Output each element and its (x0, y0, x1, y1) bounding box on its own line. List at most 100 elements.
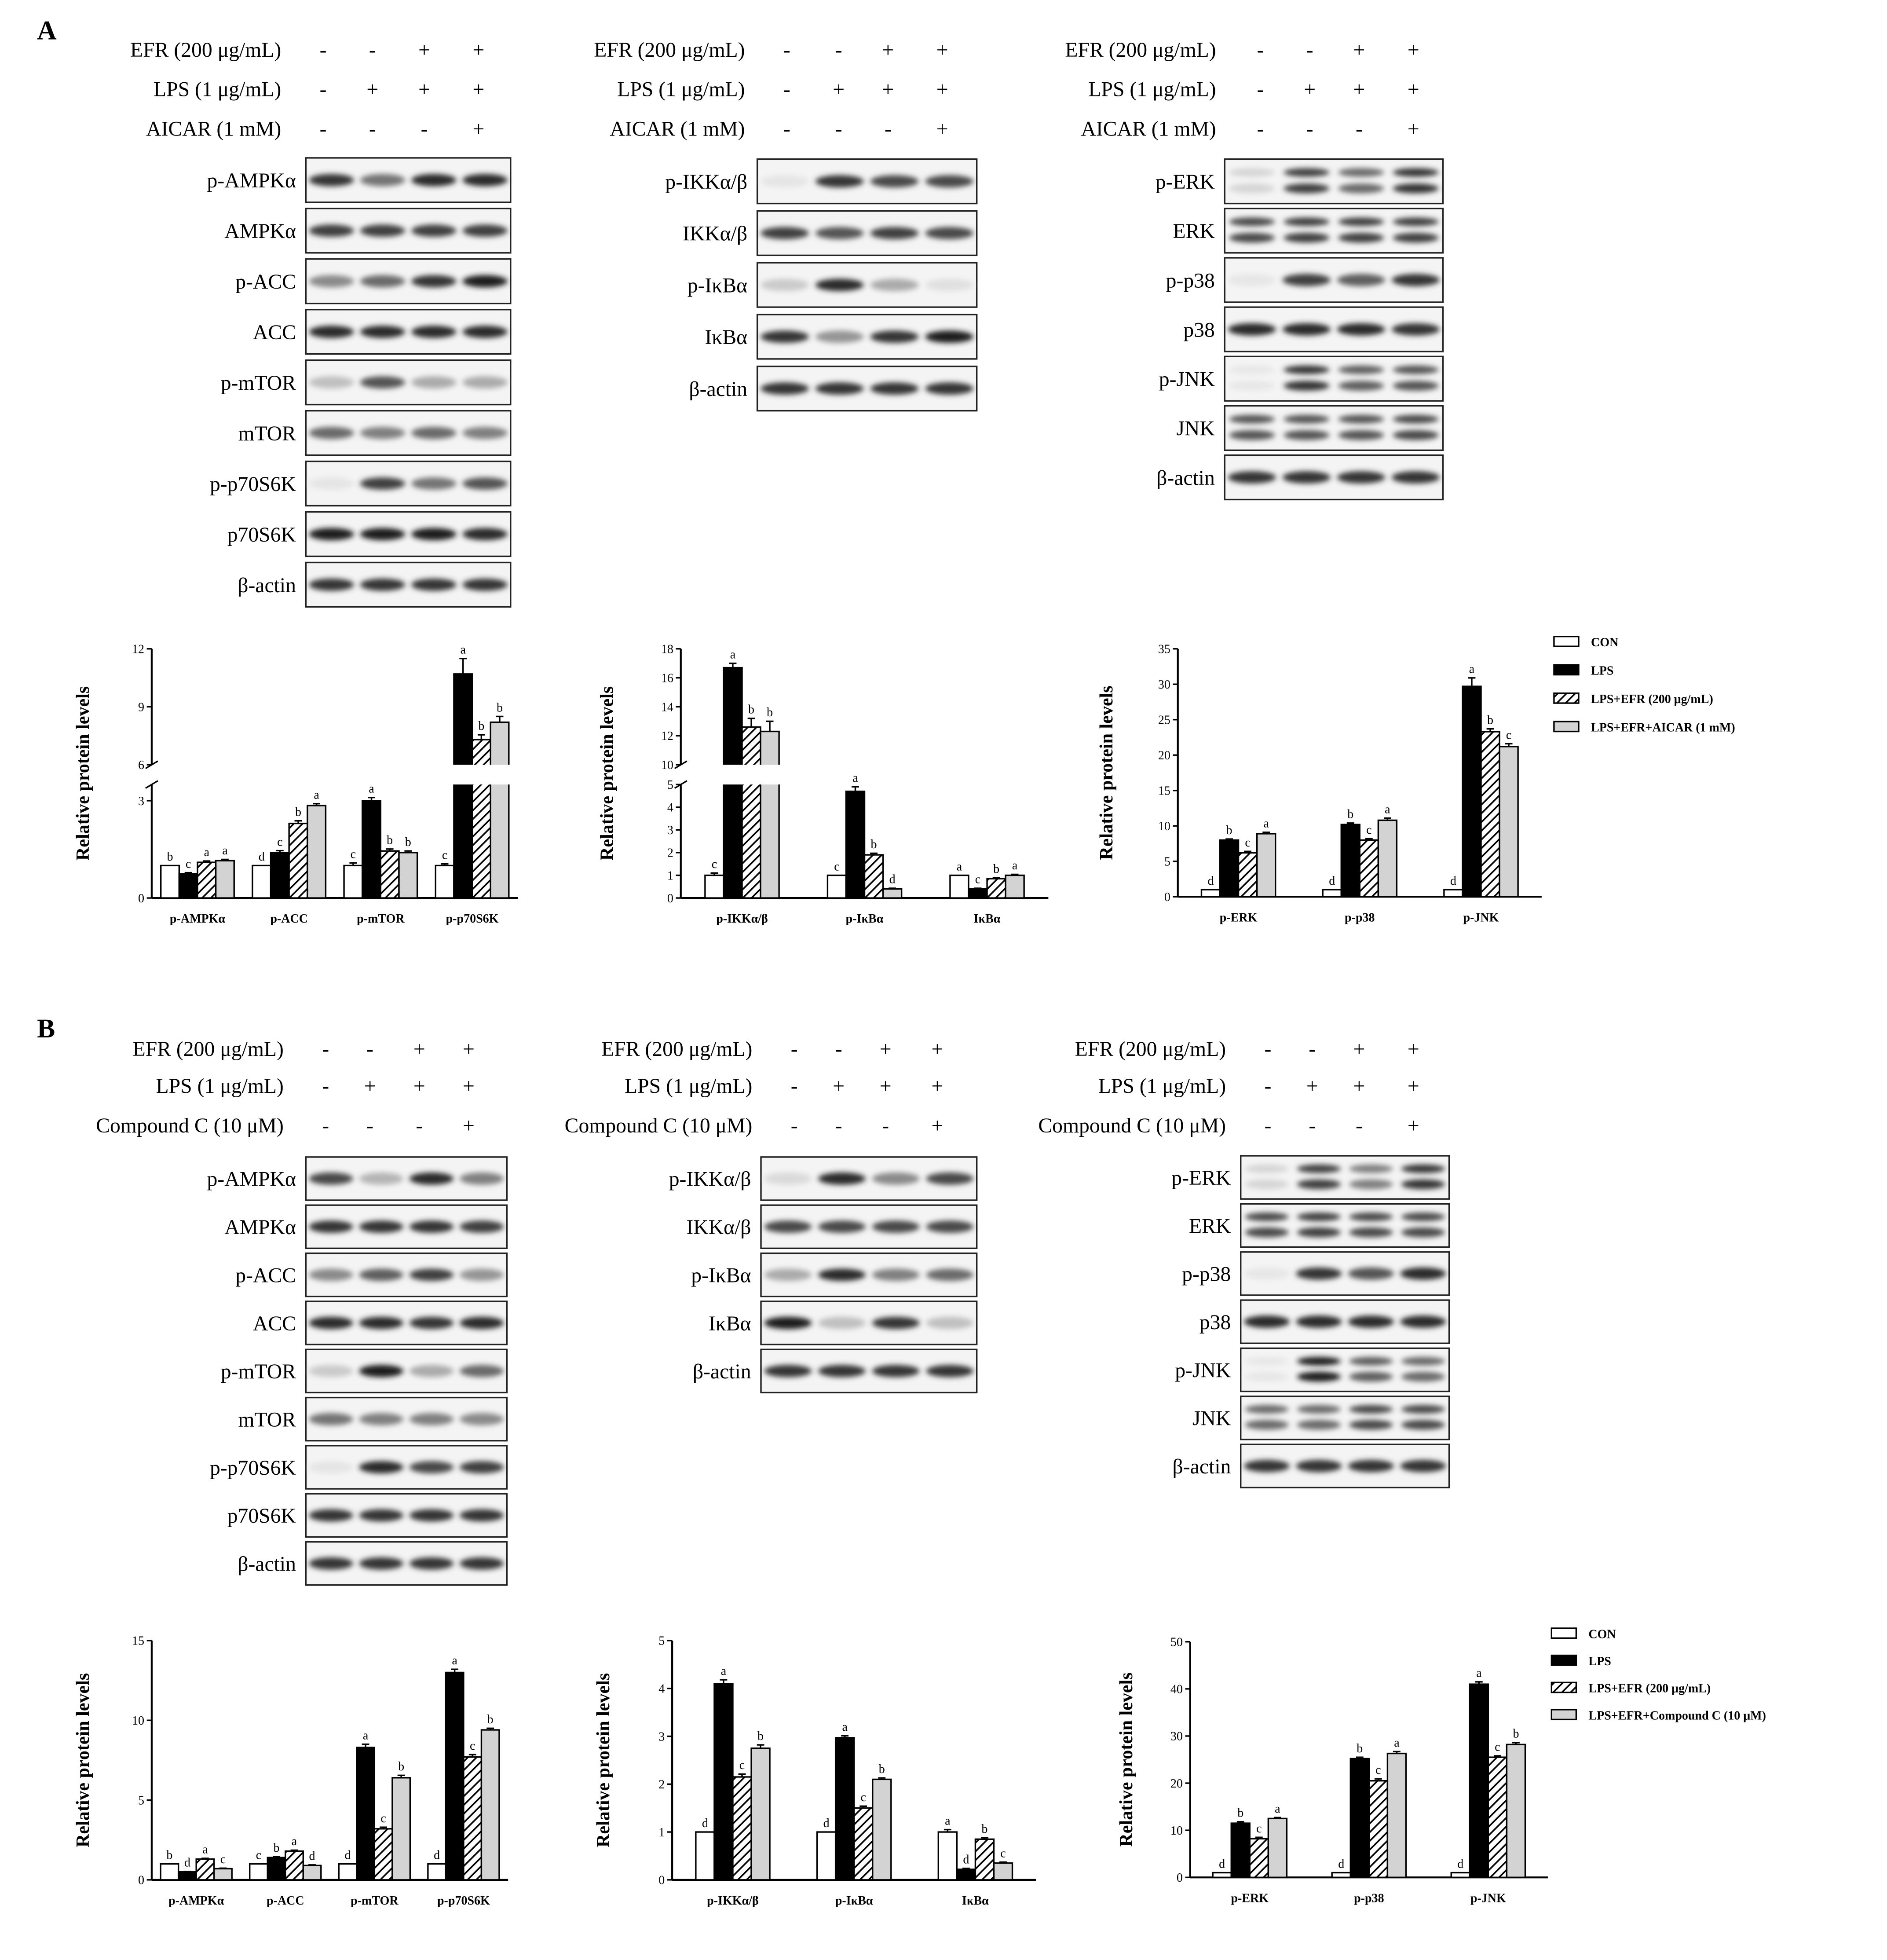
treatment-mark: + (1408, 117, 1419, 140)
blot-band (1245, 1179, 1289, 1190)
bar (1256, 833, 1276, 898)
significance-letter: c (861, 1791, 866, 1804)
blot-band (309, 1220, 353, 1233)
blot-band (1337, 471, 1386, 484)
blot-band (1337, 323, 1386, 336)
blot-band (309, 1509, 353, 1522)
blot-band (1337, 274, 1386, 286)
treatment-label: LPS (1 μg/mL) (1098, 1075, 1226, 1098)
significance-letter: a (222, 844, 228, 857)
treatment-label: EFR (200 μg/mL) (133, 1038, 284, 1061)
blot-label: IκBα (705, 326, 748, 349)
blot-image (1224, 405, 1444, 451)
treatment-mark: + (936, 39, 948, 62)
y-tick-label: 12 (132, 643, 144, 656)
blot-band (925, 227, 974, 239)
treatment-mark: - (835, 1114, 842, 1137)
blot-band (925, 382, 974, 395)
significance-letter: b (871, 838, 877, 851)
significance-letter: a (730, 648, 736, 661)
y-tick-label: 9 (138, 700, 144, 714)
x-category-label: p-AMPKα (170, 912, 225, 926)
blot-band (409, 1365, 454, 1377)
blot-band (409, 1268, 454, 1281)
x-category-label: p-ERK (1220, 911, 1258, 924)
blot-label: p-AMPKα (207, 169, 296, 192)
blot-band (1229, 168, 1275, 177)
significance-letter: c (1000, 1846, 1006, 1860)
bar (1005, 874, 1025, 899)
blot-band (309, 1365, 353, 1377)
x-category-label: p-p38 (1354, 1891, 1384, 1905)
bar (463, 1756, 483, 1881)
blot-band (359, 1220, 404, 1233)
treatment-mark: - (1264, 1038, 1271, 1061)
bar (704, 874, 724, 899)
significance-letter: d (309, 1850, 315, 1863)
blot-label: ACC (253, 321, 296, 344)
blot-band (1393, 365, 1439, 374)
bar-break-gap (741, 765, 762, 785)
x-category-label: p-p38 (1345, 911, 1375, 924)
blot-band (1349, 1405, 1393, 1414)
legend-label: LPS+EFR+Compound C (10 μM) (1588, 1709, 1766, 1722)
x-category-label: p-IKKα/β (716, 912, 768, 926)
blot-band (1338, 183, 1384, 194)
treatment-mark: - (320, 78, 327, 101)
significance-letter: a (452, 1654, 457, 1667)
blot-band (815, 330, 864, 343)
bar (1377, 819, 1398, 898)
blot-band (1393, 168, 1439, 177)
blot-frame (1240, 1155, 1450, 1200)
blot-band (1243, 1460, 1290, 1473)
bar (373, 1828, 393, 1881)
blot-image (305, 1396, 508, 1442)
blot-band (818, 1268, 866, 1281)
y-tick-label: 10 (132, 1714, 144, 1728)
treatment-label: EFR (200 μg/mL) (1065, 39, 1216, 62)
blot-band (359, 1557, 404, 1570)
blot-image (760, 1156, 978, 1201)
bar (490, 721, 510, 899)
blot-band (309, 1413, 353, 1425)
blot-image (305, 1348, 508, 1394)
blot-image (756, 262, 978, 308)
bar (302, 1865, 322, 1881)
treatment-mark: - (1356, 117, 1363, 140)
significance-letter: c (470, 1739, 475, 1753)
treatment-group: EFR (200 μg/mL) - - + + LPS (1 μg/mL) - + + + AICA… (594, 39, 978, 412)
treatment-mark: + (1408, 1075, 1419, 1098)
blot-band (925, 278, 974, 291)
bar (338, 1863, 358, 1881)
significance-letter: a (461, 643, 466, 656)
bar (986, 878, 1006, 899)
significance-letter: d (1329, 874, 1335, 888)
blot-band (1391, 471, 1440, 484)
blot-label: p-IκBα (688, 274, 747, 297)
blot-band (1282, 471, 1331, 484)
bar (1386, 1752, 1407, 1878)
significance-letter: d (1457, 1857, 1463, 1871)
blot-label: p-ERK (1156, 171, 1215, 194)
blot-image (756, 210, 978, 256)
blot-band (459, 1365, 504, 1377)
blot-band (1393, 233, 1439, 243)
significance-letter: b (1357, 1742, 1363, 1755)
blot-band (360, 275, 406, 288)
y-axis-label: Relative protein levels (597, 686, 618, 861)
bar (215, 860, 235, 899)
treatment-mark: - (791, 1075, 798, 1098)
y-axis-label: Relative protein levels (73, 1673, 93, 1847)
treatment-group: EFR (200 μg/mL) - - + + LPS (1 μg/mL) - + + + AICA… (130, 39, 512, 608)
blot-band (926, 1268, 974, 1281)
blot-band (1393, 430, 1439, 440)
treatment-mark: - (835, 117, 842, 140)
y-tick-label: 0 (138, 892, 144, 905)
y-tick-label: 0 (1177, 1871, 1183, 1885)
significance-letter: b (295, 805, 301, 819)
treatment-label: LPS (1 μg/mL) (154, 78, 281, 101)
bar (1267, 1817, 1288, 1878)
blot-band (1229, 414, 1275, 424)
blot-band (1229, 365, 1275, 374)
